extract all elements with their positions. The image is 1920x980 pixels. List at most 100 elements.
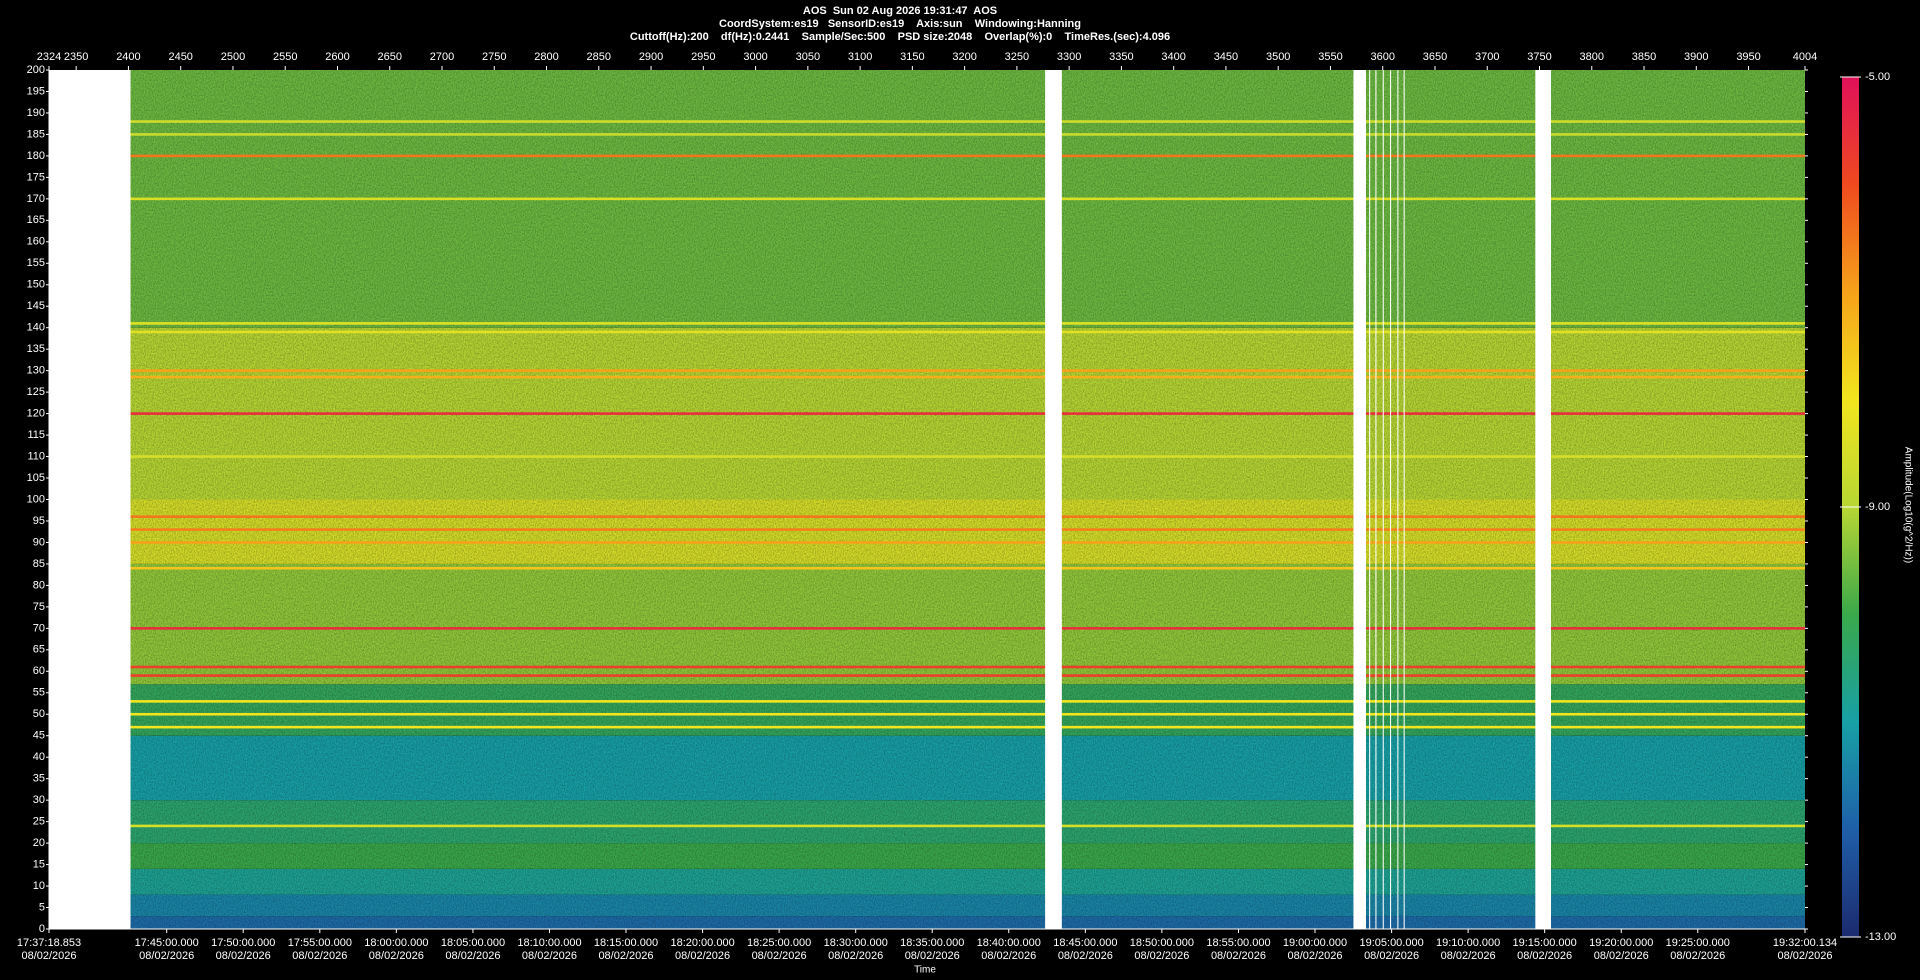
- time-tick-label: 18:20:00.000: [670, 937, 734, 949]
- data-gap: [1390, 70, 1392, 929]
- x-tick-label: 3900: [1684, 51, 1708, 63]
- y-tick-label: 195: [27, 85, 45, 97]
- x-tick-label: 3450: [1214, 51, 1238, 63]
- time-tick-label: 18:35:00.000: [900, 937, 964, 949]
- x-tick-label: 4004: [1793, 51, 1817, 63]
- frequency-line: [49, 375, 1805, 379]
- date-tick-label: 08/02/2026: [598, 950, 653, 962]
- x-tick-label: 2324: [37, 51, 61, 63]
- date-tick-label: 08/02/2026: [292, 950, 347, 962]
- x-tick-label: 3000: [743, 51, 767, 63]
- x-tick-label: 3550: [1318, 51, 1342, 63]
- frequency-line: [49, 330, 1805, 334]
- x-tick-label: 3650: [1423, 51, 1447, 63]
- x-tick-label: 2900: [639, 51, 663, 63]
- x-tick-label: 3300: [1057, 51, 1081, 63]
- date-tick-label: 08/02/2026: [1134, 950, 1189, 962]
- time-tick-label: 18:15:00.000: [594, 937, 658, 949]
- x-tick-label: 3050: [796, 51, 820, 63]
- y-tick-label: 105: [27, 472, 45, 484]
- chart-subtitle: CoordSystem:es19 SensorID:es19 Axis:sun …: [719, 18, 1081, 30]
- y-tick-label: 180: [27, 150, 45, 162]
- x-tick-label: 2750: [482, 51, 506, 63]
- y-tick-label: 165: [27, 214, 45, 226]
- data-gap: [1375, 70, 1377, 929]
- y-tick-label: 145: [27, 300, 45, 312]
- frequency-line: [49, 700, 1805, 703]
- x-tick-label: 2600: [325, 51, 349, 63]
- date-tick-label: 08/02/2026: [1441, 950, 1496, 962]
- frequency-line: [49, 824, 1805, 828]
- date-tick-label: 08/02/2026: [981, 950, 1036, 962]
- date-tick-label: 08/02/2026: [139, 950, 194, 962]
- time-tick-label: 18:25:00.000: [747, 937, 811, 949]
- date-tick-label: 08/02/2026: [1058, 950, 1113, 962]
- x-tick-label: 3700: [1475, 51, 1499, 63]
- time-tick-label: 19:15:00.000: [1513, 937, 1577, 949]
- time-tick-label: 18:55:00.000: [1206, 937, 1270, 949]
- y-tick-label: 50: [33, 708, 45, 720]
- x-tick-label: 3750: [1527, 51, 1551, 63]
- y-tick-label: 15: [33, 858, 45, 870]
- date-tick-label: 08/02/2026: [1777, 950, 1832, 962]
- x-tick-label: 3250: [1005, 51, 1029, 63]
- x-tick-label: 3950: [1736, 51, 1760, 63]
- x-tick-label: 2350: [64, 51, 88, 63]
- y-tick-label: 25: [33, 816, 45, 828]
- y-tick-label: 100: [27, 493, 45, 505]
- data-gap: [1403, 70, 1405, 929]
- data-gap: [1535, 70, 1552, 929]
- frequency-line: [49, 197, 1805, 201]
- y-tick-label: 30: [33, 794, 45, 806]
- x-tick-label: 3500: [1266, 51, 1290, 63]
- x-tick-label: 2800: [534, 51, 558, 63]
- y-tick-label: 35: [33, 773, 45, 785]
- x-tick-label: 3100: [848, 51, 872, 63]
- colorbar-tick-label: -9.00: [1865, 501, 1890, 513]
- time-tick-label: 18:50:00.000: [1130, 937, 1194, 949]
- date-tick-label: 08/02/2026: [1287, 950, 1342, 962]
- y-tick-label: 190: [27, 107, 45, 119]
- x-tick-label: 3400: [1161, 51, 1185, 63]
- x-tick-label: 2400: [116, 51, 140, 63]
- frequency-line: [49, 725, 1805, 729]
- y-tick-label: 175: [27, 171, 45, 183]
- y-tick-label: 160: [27, 236, 45, 248]
- time-tick-label: 18:45:00.000: [1053, 937, 1117, 949]
- y-tick-label: 60: [33, 665, 45, 677]
- y-tick-label: 75: [33, 601, 45, 613]
- data-gap: [1045, 70, 1062, 929]
- frequency-line: [49, 528, 1805, 531]
- y-tick-label: 10: [33, 880, 45, 892]
- y-tick-label: 70: [33, 622, 45, 634]
- colorbar-tick-label: -5.00: [1865, 71, 1890, 83]
- x-axis-label: Time: [914, 965, 936, 976]
- frequency-line: [49, 515, 1805, 518]
- date-tick-label: 08/02/2026: [522, 950, 577, 962]
- plot-area: [49, 70, 1805, 929]
- date-tick-label: 08/02/2026: [1517, 950, 1572, 962]
- date-tick-label: 08/02/2026: [905, 950, 960, 962]
- frequency-line: [49, 133, 1805, 136]
- frequency-line: [49, 627, 1805, 630]
- x-tick-label: 3800: [1580, 51, 1604, 63]
- y-tick-label: 150: [27, 279, 45, 291]
- time-tick-label: 19:32:00.134: [1773, 937, 1837, 949]
- y-tick-label: 110: [27, 450, 45, 462]
- y-tick-label: 5: [39, 901, 45, 913]
- frequency-line: [49, 369, 1805, 372]
- y-tick-label: 0: [39, 923, 45, 935]
- data-gap: [1397, 70, 1399, 929]
- time-tick-label: 17:50:00.000: [211, 937, 275, 949]
- date-tick-label: 08/02/2026: [216, 950, 271, 962]
- x-tick-label: 2950: [691, 51, 715, 63]
- y-tick-label: 90: [33, 536, 45, 548]
- y-tick-label: 125: [27, 386, 45, 398]
- y-tick-label: 65: [33, 644, 45, 656]
- y-tick-label: 95: [33, 515, 45, 527]
- frequency-line: [49, 541, 1805, 544]
- y-tick-label: 170: [27, 193, 45, 205]
- frequency-line: [49, 412, 1805, 415]
